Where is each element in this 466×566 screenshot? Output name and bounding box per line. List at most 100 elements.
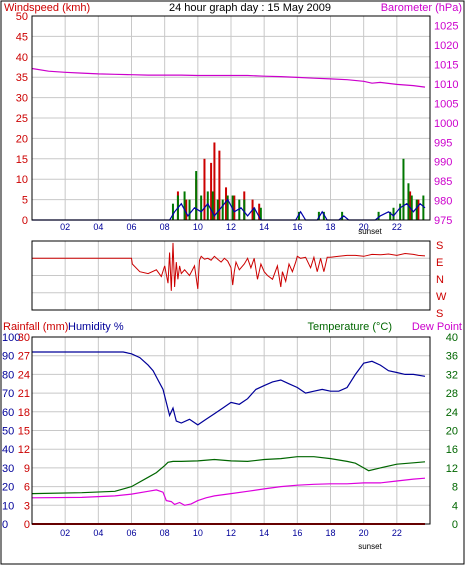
wind-direction-lines [32,242,426,291]
rainfall-tick-label: 18 [18,407,30,419]
wind-bar [211,191,214,220]
wind-bar [253,207,256,220]
windspeed-tick-label: 45 [16,31,28,43]
temperature-tick-label: 28 [446,388,458,400]
wind-bar [297,211,300,220]
humidity-line [32,351,426,426]
rainfall-tick-label: 9 [24,463,30,475]
wind-bar [322,211,325,220]
rain-humidity-temp-grid [32,336,430,525]
x-tick-label: 10 [193,528,203,538]
x-tick-label: 04 [93,528,103,538]
humidity-tick-label: 20 [2,482,14,494]
x-tick-label: 16 [292,222,302,232]
x-tick-label: 10 [193,222,203,232]
barometer-tick-label: 975 [434,215,452,227]
x-tick-label: 02 [60,222,70,232]
wind-baro-x-ticks: 02 04 06 08 10 12 14 16 18 20 22 [60,222,402,232]
temperature-axis-ticks: 0 4 8 12 16 20 24 28 32 36 40 [446,332,458,531]
x-tick-label: 06 [126,222,136,232]
direction-label: W [436,291,447,303]
rainfall-tick-label: 0 [24,519,30,531]
wind-bar [317,211,320,220]
humidity-tick-label: 70 [2,388,14,400]
humidity-tick-label: 80 [2,369,14,381]
wind-bar [225,187,228,220]
wind-baro-plot-border [31,15,431,221]
wind-bar [200,195,203,220]
wind-bar [218,150,221,220]
windspeed-tick-label: 25 [16,113,28,125]
wind-bar [188,199,191,220]
temperature-axis-label: Temperature (°C) [308,321,392,333]
barometer-tick-label: 1015 [434,60,458,72]
rainfall-tick-label: 21 [18,388,30,400]
barometer-tick-label: 990 [434,157,452,169]
direction-label: S [436,308,443,320]
windspeed-tick-label: 15 [16,154,28,166]
direction-label: S [436,240,443,252]
wind-bar [409,191,412,220]
windspeed-tick-label: 5 [22,195,28,207]
direction-label: N [436,274,444,286]
wind-bar [226,195,229,220]
rain-humidity-temp-x-ticks: 02 04 06 08 10 12 14 16 18 20 22 [60,528,402,538]
rainfall-tick-label: 24 [18,369,30,381]
temperature-tick-label: 0 [452,519,458,531]
barometer-axis-label: Barometer (hPa) [381,2,462,14]
chart-title: 24 hour graph day : 15 May 2009 [169,2,331,14]
wind-bar [206,191,209,220]
wind-bar [377,211,380,220]
x-tick-label: 20 [359,222,369,232]
barometer-tick-label: 980 [434,196,452,208]
x-tick-label: 20 [359,528,369,538]
wind-direction-line [32,242,426,291]
windspeed-axis-ticks: 0 5 10 15 20 25 30 35 40 45 50 [16,11,28,227]
rain-humidity-temp-plot-border [31,336,431,525]
rainfall-tick-label: 27 [18,351,30,363]
x-tick-label: 08 [160,222,170,232]
wind-bar [422,195,425,220]
wind-bar [417,199,420,220]
wind-bar [203,158,206,220]
temperature-tick-label: 4 [452,500,458,512]
wind-bar [195,171,198,220]
wind-bar [389,211,392,220]
barometer-tick-label: 1025 [434,21,458,33]
humidity-tick-label: 30 [2,463,14,475]
barometer-tick-label: 1010 [434,79,458,91]
rainfall-tick-label: 15 [18,426,30,438]
x-tick-label: 12 [226,528,236,538]
wind-bar [402,158,405,220]
windspeed-axis-label: Windspeed (kmh) [4,2,90,14]
wind-bar [415,199,418,220]
humidity-rainfall-axis-ticks: 0 10 20 30 40 50 60 70 80 90 100 0 3 6 9 12 15 18 21 24 27 30 [2,332,30,531]
humidity-tick-label: 50 [2,426,14,438]
temperature-tick-label: 32 [446,369,458,381]
wind-bar [407,183,410,220]
wind-bar [216,199,219,220]
wind-bar [258,203,261,220]
wind-bar [213,142,216,220]
barometer-axis-ticks: 975 980 985 990 995 1000 1005 1010 1015 1020 1025 [434,21,458,227]
wind-direction-plot-border [31,240,431,311]
humidity-axis-label: Humidity % [68,321,124,333]
temperature-line [31,477,426,506]
wind-bar [259,207,262,220]
rainfall-tick-label: 30 [18,332,30,344]
rainfall-tick-label: 6 [24,482,30,494]
x-tick-label: 16 [292,528,302,538]
wind-bar [392,207,395,220]
barometer-line [31,67,426,88]
x-tick-label: 06 [126,528,136,538]
sunset-label: sunset [358,542,382,551]
rainfall-tick-label: 12 [18,444,30,456]
humidity-tick-label: 0 [2,519,8,531]
windspeed-tick-label: 40 [16,52,28,64]
windspeed-tick-label: 0 [22,215,28,227]
windspeed-tick-label: 10 [16,174,28,186]
humidity-tick-label: 100 [2,332,20,344]
humidity-tick-label: 90 [2,351,14,363]
